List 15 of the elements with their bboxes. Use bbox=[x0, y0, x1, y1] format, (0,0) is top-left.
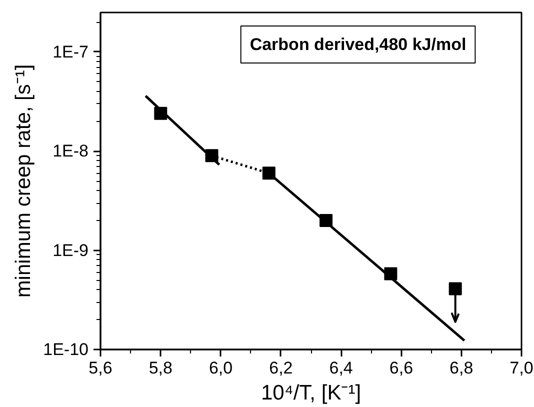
x-tick-label: 6,6 bbox=[389, 358, 414, 378]
x-tick-label: 6,8 bbox=[450, 358, 474, 378]
y-tick-label: 1E-7 bbox=[52, 42, 89, 62]
x-tick-label: 7,0 bbox=[510, 358, 534, 378]
x-tick-label: 5,6 bbox=[88, 358, 112, 378]
x-tick-label: 5,8 bbox=[148, 358, 172, 378]
x-tick-label: 6,4 bbox=[329, 358, 353, 378]
y-tick-label: 1E-10 bbox=[43, 340, 89, 359]
x-axis-title: 10⁴/T, [K⁻¹] bbox=[260, 382, 362, 404]
x-tick-label: 6,0 bbox=[208, 358, 233, 378]
y-tick-label: 1E-9 bbox=[52, 240, 89, 260]
y-tick-label: 1E-8 bbox=[52, 142, 89, 161]
x-tick-label: 6,2 bbox=[269, 358, 293, 378]
annotation: Carbon derived,480 kJ/mol bbox=[250, 34, 466, 54]
y-axis-title: minimum creep rate, [s⁻¹] bbox=[12, 64, 36, 298]
